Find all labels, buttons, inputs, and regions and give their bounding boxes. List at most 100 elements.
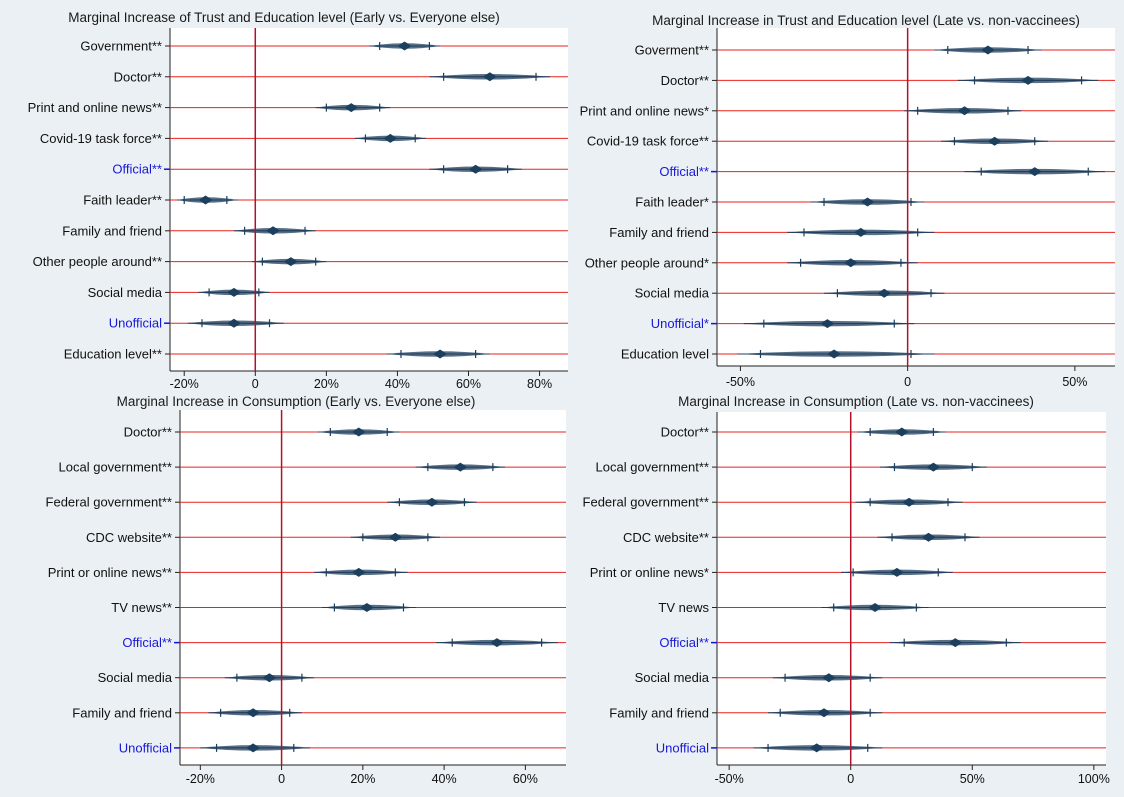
x-tick-label: -20% [170,377,199,391]
point-estimate [860,197,875,207]
point-estimate [424,497,439,507]
point-estimate [980,45,995,55]
x-tick-label: 100% [1078,772,1110,786]
point-estimate [482,72,497,82]
plot-area [717,412,1106,765]
x-tick-label: 50% [960,772,985,786]
row-label-highlight: Official** [659,635,709,650]
point-estimate [987,136,1002,146]
plot-area [717,28,1115,366]
chart-title: Marginal Increase in Trust and Education… [652,13,1080,28]
row-label: Faith leader* [635,195,709,210]
row-label: Local government** [596,460,709,475]
row-label: CDC website** [86,530,172,545]
point-estimate [388,532,403,542]
point-estimate [344,103,359,113]
point-estimate [453,462,468,472]
point-estimate [246,708,261,718]
x-tick-label: -20% [186,772,215,786]
row-label-highlight: Unofficial [119,740,172,755]
x-tick-label: 50% [1062,375,1087,389]
point-estimate [821,673,836,683]
row-label: Family and friend [609,705,709,720]
row-label-highlight: Unofficial [109,316,162,331]
point-estimate [902,497,917,507]
point-estimate [868,603,883,612]
row-label: Family and friend [62,223,162,238]
point-estimate [489,638,504,648]
row-label: TV news** [111,600,172,615]
chart-title: Marginal Increase of Trust and Education… [68,10,499,25]
point-estimate [820,319,835,329]
x-tick-label: 0 [252,377,259,391]
row-label-highlight: Official** [112,162,162,177]
plot-area [180,410,566,765]
point-estimate [1027,167,1042,177]
point-estimate [926,462,941,472]
chart-title: Marginal Increase in Consumption (Late v… [678,394,1034,409]
panel-4: Marginal Increase in Consumption (Late v… [583,394,1110,786]
row-label: Other people around** [33,254,162,269]
row-label: Social media [635,286,710,301]
point-estimate [198,195,213,205]
x-tick-label: 80% [527,377,552,391]
point-estimate [816,708,831,718]
point-estimate [957,106,972,116]
row-label: Government** [80,39,162,54]
row-label: Other people around* [585,255,709,270]
row-label: Doctor** [124,425,172,440]
row-label: Social media [635,670,710,685]
row-label: Social media [88,285,163,300]
panel-3: Marginal Increase in Consumption (Early … [46,394,566,786]
row-label: Doctor** [114,69,162,84]
point-estimate [351,567,366,577]
point-estimate [809,743,824,753]
point-estimate [843,258,858,268]
row-label: Faith leader** [83,193,162,208]
point-estimate [359,603,374,612]
row-label: Print or online news* [590,565,709,580]
x-tick-label: 40% [432,772,457,786]
row-label: Federal government** [583,495,709,510]
chart-title: Marginal Increase in Consumption (Early … [117,394,476,409]
row-label: Family and friend [609,225,709,240]
x-tick-label: 60% [456,377,481,391]
row-label: Print and online news** [28,100,162,115]
row-label: Print or online news** [48,565,172,580]
point-estimate [283,257,298,267]
row-label: Local government** [59,460,172,475]
point-estimate [397,41,412,51]
point-estimate [266,226,281,236]
point-estimate [246,743,261,753]
point-estimate [827,349,842,359]
point-estimate [1021,75,1036,85]
x-tick-label: 20% [350,772,375,786]
point-estimate [226,318,241,328]
point-estimate [351,427,366,437]
row-label: CDC website** [623,530,709,545]
point-estimate [468,164,483,174]
row-label-highlight: Official** [122,635,172,650]
row-label: Family and friend [72,705,172,720]
row-label: Social media [98,670,173,685]
row-label: Federal government** [46,495,172,510]
row-label: TV news [658,600,709,615]
x-tick-label: 0 [278,772,285,786]
point-estimate [262,673,277,683]
row-label: Doctor** [661,73,709,88]
row-label: Print and online news* [580,103,709,118]
point-estimate [889,567,904,577]
row-label: Covid-19 task force** [40,131,162,146]
x-tick-label: 0 [904,375,911,389]
row-label: Doctor** [661,425,709,440]
x-tick-label: -50% [726,375,755,389]
row-label-highlight: Unofficial [656,740,709,755]
x-tick-label: 20% [314,377,339,391]
panel-2: Marginal Increase in Trust and Education… [580,13,1115,389]
row-label-highlight: Unofficial* [651,316,709,331]
point-estimate [948,638,963,648]
point-estimate [226,287,241,297]
row-label: Goverment** [635,43,709,58]
point-estimate [433,349,448,359]
